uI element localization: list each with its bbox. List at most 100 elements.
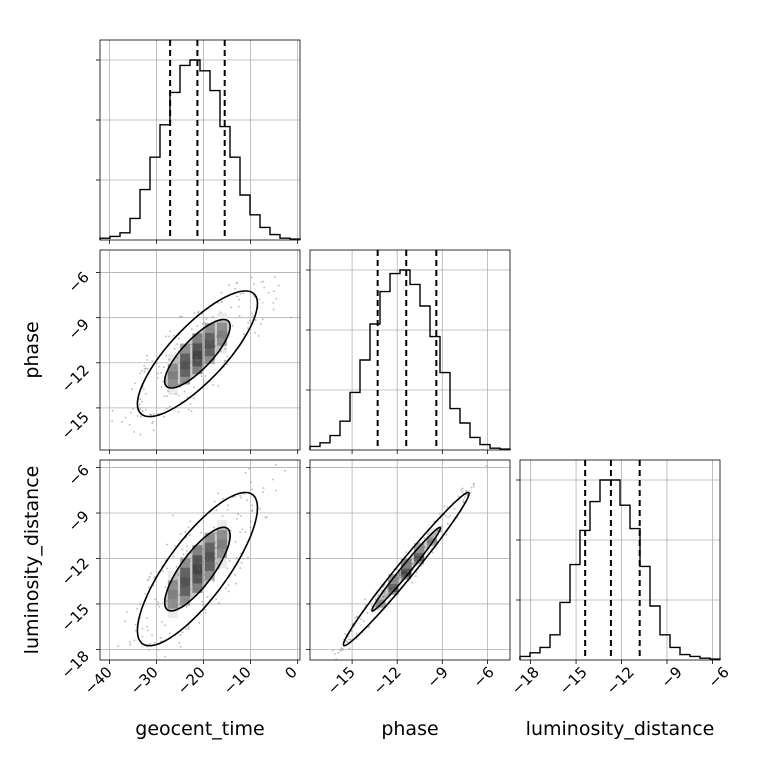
sample-point	[243, 493, 246, 495]
sample-point	[165, 407, 168, 410]
sample-point	[187, 626, 190, 628]
sample-point	[464, 490, 467, 493]
sample-point	[175, 590, 178, 593]
sample-point	[399, 573, 401, 576]
sample-point	[167, 581, 170, 584]
sample-point	[211, 333, 214, 336]
sample-point	[348, 638, 350, 641]
sample-point	[208, 340, 211, 343]
sample-point	[445, 533, 448, 536]
sample-point	[218, 342, 220, 345]
sample-point	[238, 298, 241, 301]
sample-point	[259, 508, 262, 510]
sample-point	[183, 598, 186, 601]
sample-point	[231, 325, 234, 327]
sample-point	[262, 491, 264, 494]
sample-point	[254, 319, 257, 321]
sample-point	[217, 492, 220, 495]
sample-point	[157, 648, 159, 651]
sample-point	[168, 632, 171, 635]
sample-point	[485, 464, 488, 467]
sample-point	[139, 372, 142, 375]
density-cell	[204, 353, 215, 364]
sample-point	[204, 543, 207, 546]
sample-point	[324, 675, 326, 677]
sample-point	[200, 365, 203, 368]
sample-point	[445, 514, 447, 517]
y-tick-label: −12	[58, 554, 93, 589]
sample-point	[211, 348, 214, 351]
density-cell	[192, 545, 203, 556]
sample-point	[109, 702, 111, 704]
sample-point	[134, 629, 137, 632]
sample-point	[441, 525, 444, 528]
sample-point	[213, 552, 216, 555]
sample-point	[134, 623, 137, 626]
sample-point	[182, 381, 185, 384]
sample-point	[222, 336, 225, 339]
x-tick-label: −20	[174, 663, 209, 698]
sample-point	[203, 321, 206, 324]
sample-point	[169, 330, 171, 333]
sample-point	[111, 420, 113, 422]
sample-point	[172, 555, 175, 558]
sample-point	[250, 312, 253, 315]
sample-point	[214, 345, 217, 347]
sample-point	[191, 571, 194, 573]
sample-point	[191, 578, 194, 581]
sample-point	[226, 355, 229, 358]
sample-point	[143, 364, 146, 367]
sample-point	[133, 639, 136, 642]
sample-point	[417, 553, 420, 556]
sample-point	[150, 572, 152, 575]
sample-point	[149, 643, 151, 645]
sample-point	[175, 579, 178, 582]
sample-point	[430, 536, 433, 539]
x-tick-label: −12	[603, 663, 638, 698]
sample-point	[189, 359, 191, 362]
sample-point	[410, 558, 413, 561]
sample-point	[411, 581, 413, 584]
grid-lines	[100, 250, 300, 450]
sample-point	[334, 653, 336, 655]
data-marks	[519, 460, 721, 660]
sample-point	[273, 276, 276, 278]
sample-point	[240, 515, 242, 517]
density-cell	[167, 353, 178, 364]
contour-level	[163, 318, 232, 389]
sample-point	[187, 576, 189, 579]
panel-hist-phase	[306, 249, 511, 454]
sample-point	[234, 541, 237, 543]
sample-point	[244, 530, 247, 533]
sample-point	[215, 335, 218, 338]
sample-point	[218, 334, 221, 337]
density-cell	[192, 341, 203, 352]
sample-point	[152, 413, 155, 415]
sample-point	[193, 312, 196, 314]
sample-point	[169, 371, 172, 374]
tick-marks	[516, 479, 713, 664]
tick-marks	[96, 59, 299, 244]
sample-point	[206, 557, 209, 560]
sample-point	[212, 328, 214, 331]
sample-point	[399, 570, 402, 573]
sample-point	[174, 366, 177, 369]
density-cell	[216, 312, 227, 323]
sample-point	[396, 574, 399, 577]
sample-point	[177, 574, 180, 577]
sample-point	[368, 626, 371, 629]
sample-point	[205, 317, 208, 320]
sample-point	[157, 601, 160, 603]
sample-point	[141, 410, 144, 412]
sample-point	[428, 540, 431, 543]
histogram-series	[519, 479, 721, 660]
sample-point	[186, 565, 189, 568]
sample-point	[178, 594, 181, 596]
sample-point	[339, 649, 342, 652]
sample-point	[139, 407, 141, 410]
density-cell	[167, 377, 178, 388]
sample-point	[446, 522, 449, 525]
sample-point	[181, 631, 184, 634]
sample-point	[241, 528, 244, 531]
sample-point	[175, 565, 178, 568]
